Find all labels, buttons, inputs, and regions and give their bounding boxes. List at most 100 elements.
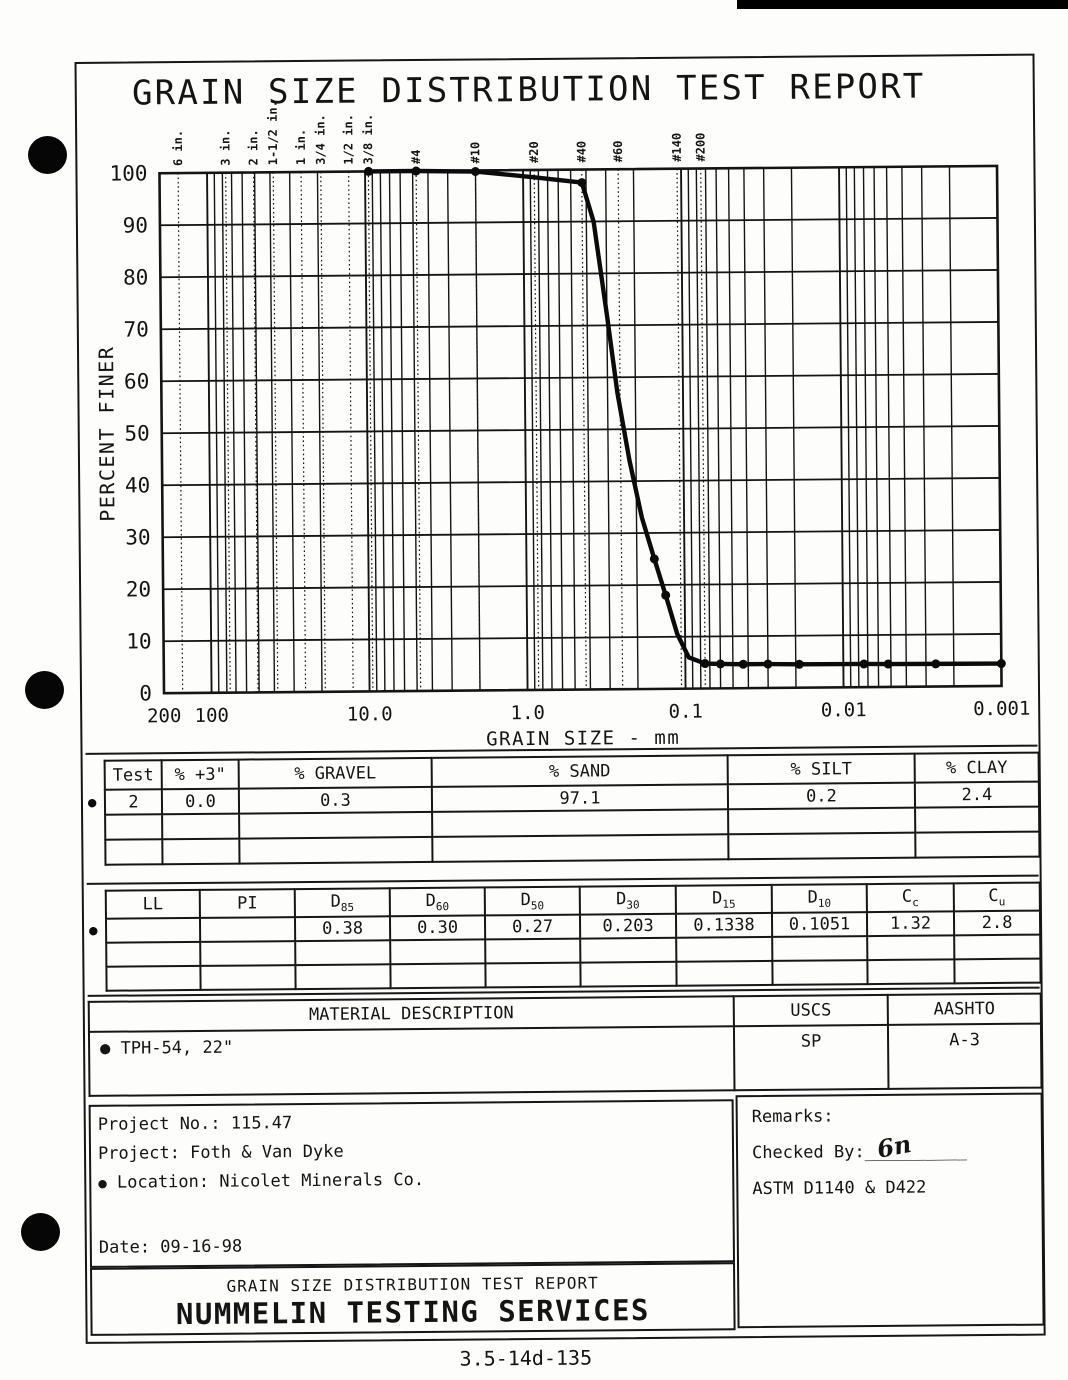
table-cell (105, 917, 201, 943)
table-cell (580, 937, 677, 963)
table-cell (106, 941, 201, 967)
svg-text:#4: #4 (409, 149, 423, 164)
plot-symbol-dot: ● (87, 794, 97, 811)
column-header: Cc (866, 883, 954, 913)
table-cell (676, 960, 773, 986)
column-header: D30 (579, 885, 676, 915)
uscs-cell: SP (733, 1024, 889, 1091)
table-cell: 97.1 (431, 784, 729, 812)
remarks-box: Remarks: Checked By:__________ 6n ASTM D… (735, 1092, 1045, 1329)
y-axis-title: PERCENT FINER (94, 346, 120, 522)
table-cell (162, 813, 240, 840)
svg-text:1/2 in.: 1/2 in. (341, 114, 355, 165)
column-header: D15 (675, 884, 772, 914)
svg-text:3 in.: 3 in. (218, 129, 232, 165)
column-header: Test (104, 760, 162, 790)
table-cell: 1.32 (866, 911, 955, 937)
column-header: % GRAVEL (238, 757, 432, 789)
table-cell (390, 963, 486, 989)
table-cell: 0.1051 (771, 912, 868, 937)
sieve-labels: 6 in. 3 in. 2 in. 1-1/2 in. 1 in. 3/4 in. 1/2 … (171, 100, 708, 166)
punch-hole (25, 671, 64, 709)
svg-text:#140: #140 (670, 133, 684, 162)
svg-text:50: 50 (124, 421, 150, 445)
column-header: PI (199, 889, 295, 918)
table-cell: 2.8 (953, 910, 1041, 936)
svg-text:#40: #40 (574, 141, 588, 163)
table-cell: 2 (104, 789, 163, 815)
svg-text:0: 0 (139, 681, 152, 705)
table-cell (867, 935, 955, 961)
punch-hole (21, 1213, 60, 1251)
column-header: % CLAY (914, 752, 1039, 783)
svg-text:90: 90 (123, 213, 149, 237)
project-number-line: Project No.: 115.47 (97, 1113, 293, 1135)
table-cell (580, 961, 677, 987)
plot-symbol-dot: ● (98, 1175, 107, 1192)
table-cell: 0.1338 (675, 912, 773, 938)
table-cell (105, 814, 163, 840)
x-axis-title: GRAIN SIZE - mm (486, 727, 680, 751)
plot-symbol-dot: ● (89, 922, 98, 939)
svg-text:#10: #10 (468, 142, 482, 164)
table-cell: 0.30 (389, 915, 486, 941)
svg-text:2 in.: 2 in. (246, 129, 260, 165)
svg-text:40: 40 (125, 473, 151, 497)
table-cell (485, 938, 581, 964)
column-header: AASHTO (887, 993, 1041, 1025)
table-cell (954, 958, 1041, 984)
remarks-title: Remarks: (751, 1106, 834, 1128)
table-cell (915, 806, 1040, 833)
svg-text:#60: #60 (611, 140, 625, 162)
svg-text:6 in.: 6 in. (171, 130, 185, 166)
fractions-table: Test% +3"% GRAVEL% SAND% SILT% CLAY 2 0.0 0… (104, 752, 1041, 866)
table-cell (239, 836, 433, 864)
table-cell (772, 936, 868, 961)
svg-text:100: 100 (195, 705, 230, 727)
table-cell (295, 940, 391, 966)
data-points (364, 166, 1006, 669)
svg-text:#200: #200 (693, 133, 707, 162)
column-header: USCS (733, 994, 888, 1027)
chart-grid (159, 166, 1002, 693)
column-header: % SAND (431, 755, 728, 787)
column-header: % SILT (727, 753, 915, 785)
checked-by-signature: 6n (874, 1129, 914, 1164)
material-description-cell: ● TPH-54, 22" (88, 1026, 735, 1096)
table-cell (772, 960, 868, 985)
table-cell (295, 964, 391, 990)
document-number: 3.5-14d-135 (459, 1345, 593, 1371)
indices-table: LL PI D85 D60 D50 D30 D15 D10 Cc Cu 0.38 0.30 0.27 0.… (105, 882, 1042, 992)
svg-text:3/8 in.: 3/8 in. (361, 114, 375, 165)
svg-text:200: 200 (147, 705, 182, 727)
astm-standards-line: ASTM D1140 & D422 (752, 1177, 927, 1200)
checked-by-line: Checked By:__________ 6n (751, 1129, 968, 1164)
plot-border (158, 164, 1003, 695)
punch-hole (28, 136, 67, 174)
lab-name: NUMMELIN TESTING SERVICES (175, 1293, 651, 1332)
svg-text:0.001: 0.001 (973, 698, 1030, 720)
table-cell: 0.3 (238, 786, 433, 814)
svg-text:100: 100 (109, 161, 147, 185)
svg-text:#20: #20 (527, 141, 541, 163)
scanner-edge-artifact (737, 0, 1068, 9)
table-cell: 0.38 (294, 916, 391, 942)
svg-text:60: 60 (124, 369, 150, 393)
table-cell: 0.2 (727, 782, 916, 810)
table-cell (239, 811, 433, 839)
project-name-line: Project: Foth & Van Dyke (97, 1141, 344, 1164)
material-description-table: MATERIAL DESCRIPTION USCS AASHTO ● TPH-54, … (88, 993, 1043, 1097)
table-cell (676, 936, 773, 962)
grain-size-chart: 6 in. 3 in. 2 in. 1-1/2 in. 1 in. 3/4 in. 1/2 … (94, 100, 1030, 751)
table-cell (915, 831, 1040, 858)
table-cell (432, 834, 729, 862)
date-line: Date: 09-16-98 (98, 1236, 243, 1258)
table-cell (199, 917, 296, 942)
svg-text:1.0: 1.0 (511, 702, 546, 724)
table-cell (162, 838, 240, 865)
material-row: ● TPH-54, 22" SP A-3 (88, 1023, 1042, 1096)
table-cell (390, 939, 486, 965)
table-cell: 0.203 (579, 913, 677, 939)
